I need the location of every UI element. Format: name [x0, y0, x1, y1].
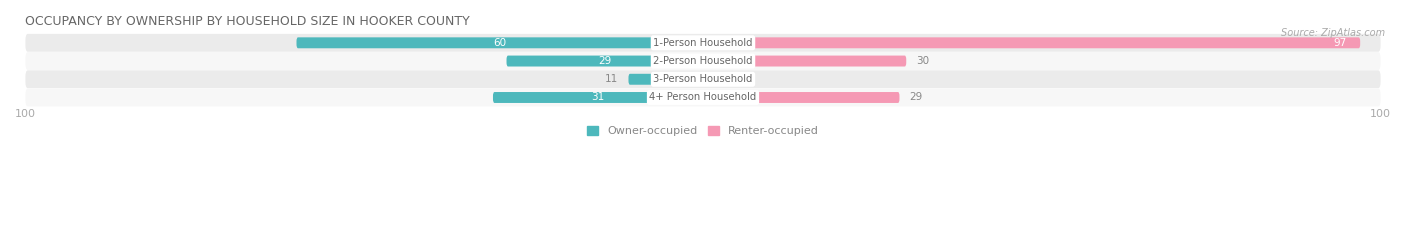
Text: 5: 5: [747, 74, 754, 84]
Text: 97: 97: [1333, 38, 1347, 48]
Text: 2-Person Household: 2-Person Household: [654, 56, 752, 66]
FancyBboxPatch shape: [25, 70, 1381, 88]
Text: 30: 30: [917, 56, 929, 66]
Text: 1-Person Household: 1-Person Household: [654, 38, 752, 48]
FancyBboxPatch shape: [297, 37, 703, 48]
Legend: Owner-occupied, Renter-occupied: Owner-occupied, Renter-occupied: [582, 122, 824, 141]
FancyBboxPatch shape: [25, 52, 1381, 70]
Text: 29: 29: [910, 93, 922, 103]
FancyBboxPatch shape: [703, 74, 737, 85]
Text: 3-Person Household: 3-Person Household: [654, 74, 752, 84]
Text: 31: 31: [592, 93, 605, 103]
Text: 60: 60: [494, 38, 506, 48]
Text: 11: 11: [605, 74, 619, 84]
FancyBboxPatch shape: [703, 92, 900, 103]
FancyBboxPatch shape: [703, 37, 1360, 48]
FancyBboxPatch shape: [25, 89, 1381, 106]
Text: Source: ZipAtlas.com: Source: ZipAtlas.com: [1281, 28, 1385, 38]
FancyBboxPatch shape: [506, 55, 703, 66]
FancyBboxPatch shape: [628, 74, 703, 85]
FancyBboxPatch shape: [494, 92, 703, 103]
Text: OCCUPANCY BY OWNERSHIP BY HOUSEHOLD SIZE IN HOOKER COUNTY: OCCUPANCY BY OWNERSHIP BY HOUSEHOLD SIZE…: [25, 15, 470, 28]
Text: 29: 29: [598, 56, 612, 66]
FancyBboxPatch shape: [25, 34, 1381, 52]
Text: 4+ Person Household: 4+ Person Household: [650, 93, 756, 103]
FancyBboxPatch shape: [703, 55, 907, 66]
